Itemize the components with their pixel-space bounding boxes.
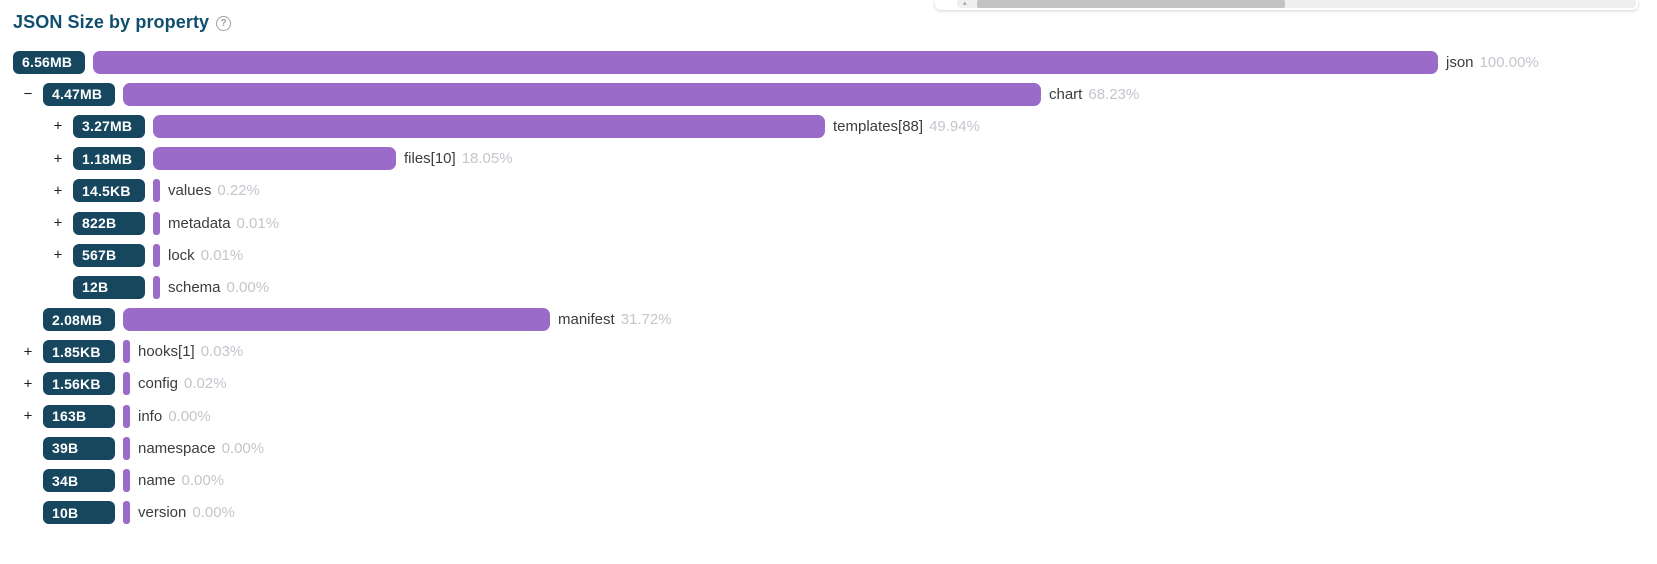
size-bar[interactable]	[93, 50, 1438, 74]
size-bar[interactable]	[153, 211, 160, 235]
size-bar[interactable]	[123, 501, 130, 525]
size-badge: 1.85KB	[43, 340, 115, 364]
property-percent: 0.22%	[217, 182, 260, 200]
property-percent: 0.02%	[184, 375, 227, 393]
property-name: files[10]	[404, 150, 456, 168]
property-name: values	[168, 182, 212, 200]
scrollbar-arrow-icon: ▴	[963, 0, 967, 7]
expander-toggle-icon[interactable]: +	[53, 246, 63, 264]
size-bar[interactable]	[153, 275, 160, 299]
property-name: chart	[1049, 85, 1083, 103]
expander-toggle-icon[interactable]: +	[53, 214, 63, 232]
property-name: info	[138, 407, 163, 425]
size-bar[interactable]	[153, 114, 825, 138]
size-bar[interactable]	[123, 372, 130, 396]
table-row: + 1.18MB files[10] 18.05%	[0, 143, 1657, 175]
size-badge: 34B	[43, 469, 115, 493]
property-percent: 100.00%	[1479, 53, 1539, 71]
property-percent: 0.01%	[236, 214, 280, 232]
size-badge: 567B	[73, 243, 145, 267]
property-name: config	[138, 375, 179, 393]
expander-toggle-icon[interactable]: +	[23, 375, 33, 393]
table-row: + 822B metadata 0.01%	[0, 207, 1657, 239]
property-name: json	[1446, 53, 1474, 71]
size-badge: 14.5KB	[73, 179, 145, 203]
size-badge: 4.47MB	[43, 82, 115, 106]
table-row: + 1.56KB config 0.02%	[0, 368, 1657, 400]
property-name: lock	[168, 246, 195, 264]
size-bar[interactable]	[123, 82, 1041, 106]
horizontal-scrollbar-track[interactable]	[957, 0, 1636, 8]
table-row: 2.08MB manifest 31.72%	[0, 304, 1657, 336]
size-badge: 39B	[43, 436, 115, 460]
property-name: hooks[1]	[138, 343, 195, 361]
top-scrollbar-fragment: ▴	[935, 0, 1638, 10]
expander-toggle-icon[interactable]: +	[23, 343, 33, 361]
table-row: + 163B info 0.00%	[0, 400, 1657, 432]
size-badge: 1.18MB	[73, 147, 145, 171]
horizontal-scrollbar-thumb[interactable]	[977, 0, 1285, 8]
table-row: 6.56MB json 100.00%	[0, 46, 1657, 78]
property-percent: 0.00%	[192, 504, 235, 522]
size-badge: 2.08MB	[43, 308, 115, 332]
property-percent: 18.05%	[461, 150, 513, 168]
property-name: manifest	[558, 311, 615, 329]
property-percent: 0.00%	[181, 472, 225, 490]
chart-header: JSON Size by property ?	[13, 12, 232, 33]
property-name: version	[138, 504, 187, 522]
expander-toggle-icon[interactable]: +	[53, 117, 63, 135]
property-percent: 0.00%	[221, 439, 265, 457]
expander-toggle-icon[interactable]: +	[53, 150, 63, 168]
property-percent: 68.23%	[1088, 85, 1140, 103]
size-bar[interactable]	[153, 179, 160, 203]
size-bar[interactable]	[123, 340, 130, 364]
expander-toggle-icon[interactable]: −	[23, 85, 33, 103]
size-badge: 6.56MB	[13, 50, 85, 74]
expander-toggle-icon[interactable]: +	[53, 182, 63, 200]
size-badge: 12B	[73, 275, 145, 299]
size-tree: 6.56MB json 100.00% − 4.47MB chart 68.23…	[0, 46, 1657, 529]
property-name: schema	[168, 278, 221, 296]
property-percent: 0.01%	[200, 246, 244, 264]
size-badge: 1.56KB	[43, 372, 115, 396]
table-row: 10B version 0.00%	[0, 497, 1657, 529]
property-name: templates[88]	[833, 117, 924, 135]
table-row: + 14.5KB values 0.22%	[0, 175, 1657, 207]
property-percent: 0.00%	[226, 278, 270, 296]
expander-toggle-icon[interactable]: +	[23, 407, 33, 425]
table-row: 34B name 0.00%	[0, 464, 1657, 496]
table-row: + 3.27MB templates[88] 49.94%	[0, 110, 1657, 142]
size-bar[interactable]	[153, 147, 396, 171]
size-bar[interactable]	[123, 469, 130, 493]
size-badge: 822B	[73, 211, 145, 235]
table-row: − 4.47MB chart 68.23%	[0, 78, 1657, 110]
table-row: 39B namespace 0.00%	[0, 432, 1657, 464]
property-percent: 0.00%	[168, 407, 211, 425]
property-percent: 0.03%	[200, 343, 244, 361]
table-row: 12B schema 0.00%	[0, 271, 1657, 303]
property-percent: 31.72%	[620, 311, 672, 329]
help-icon[interactable]: ?	[216, 16, 232, 31]
table-row: + 567B lock 0.01%	[0, 239, 1657, 271]
size-badge: 10B	[43, 501, 115, 525]
size-bar[interactable]	[123, 308, 550, 332]
size-badge: 163B	[43, 404, 115, 428]
page-title: JSON Size by property	[13, 12, 210, 32]
size-bar[interactable]	[153, 243, 160, 267]
size-bar[interactable]	[123, 404, 130, 428]
size-badge: 3.27MB	[73, 114, 145, 138]
property-name: namespace	[138, 439, 216, 457]
size-bar[interactable]	[123, 436, 130, 460]
property-name: metadata	[168, 214, 231, 232]
property-percent: 49.94%	[929, 117, 980, 135]
table-row: + 1.85KB hooks[1] 0.03%	[0, 336, 1657, 368]
property-name: name	[138, 472, 176, 490]
